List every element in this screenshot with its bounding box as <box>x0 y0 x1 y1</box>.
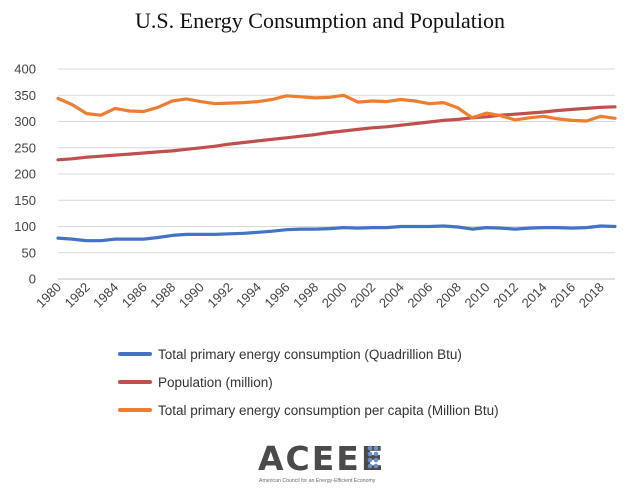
y-tick-label: 250 <box>14 140 36 155</box>
x-tick-label: 2006 <box>404 280 435 311</box>
y-tick-label: 350 <box>14 88 36 103</box>
line-chart: 0 50 100 150 200 250 300 350 400 1980198219841986… <box>14 62 617 311</box>
x-tick-label: 2012 <box>490 280 521 311</box>
series-line-3 <box>56 93 617 123</box>
legend-swatch <box>118 380 152 384</box>
y-tick-label: 300 <box>14 114 36 129</box>
logo-tagline: American Council for an Energy-Efficient… <box>259 478 376 484</box>
x-tick-label: 1992 <box>204 280 235 311</box>
x-tick-label: 2016 <box>547 280 578 311</box>
x-tick-label: 1980 <box>33 280 64 311</box>
series-line-1 <box>56 224 617 243</box>
x-tick-label: 2010 <box>462 280 493 311</box>
y-tick-label: 400 <box>14 62 36 77</box>
x-tick-label: 1988 <box>147 280 178 311</box>
x-tick-label: 1982 <box>62 280 93 311</box>
x-tick-label: 1986 <box>119 280 150 311</box>
series-line-2 <box>56 105 617 162</box>
x-tick-label: 2000 <box>319 280 350 311</box>
legend-swatch <box>118 352 152 356</box>
x-tick-label: 2002 <box>347 280 378 311</box>
logo-dots-icon <box>367 445 379 469</box>
x-tick-label: 2004 <box>376 280 407 311</box>
legend-item: Population (million) <box>118 368 499 396</box>
y-tick-label: 150 <box>14 193 36 208</box>
chart-legend: Total primary energy consumption (Quadri… <box>118 340 499 424</box>
y-tick-label: 100 <box>14 219 36 234</box>
y-tick-label: 0 <box>29 272 36 287</box>
legend-label: Total primary energy consumption (Quadri… <box>158 346 462 362</box>
aceee-logo: ACEEE American Council for an Energy-Eff… <box>258 440 384 484</box>
legend-item: Total primary energy consumption (Quadri… <box>118 340 499 368</box>
y-tick-label: 200 <box>14 167 36 182</box>
x-tick-label: 1998 <box>290 280 321 311</box>
x-tick-label: 2018 <box>576 280 607 311</box>
x-tick-label: 2008 <box>433 280 464 311</box>
logo-wordmark: ACEEE <box>258 440 384 478</box>
x-tick-label: 1984 <box>90 280 121 311</box>
x-tick-label: 1994 <box>233 280 264 311</box>
legend-label: Total primary energy consumption per cap… <box>158 402 499 418</box>
y-tick-label: 50 <box>22 245 36 260</box>
legend-item: Total primary energy consumption per cap… <box>118 396 499 424</box>
legend-label: Population (million) <box>158 374 273 390</box>
chart-title: U.S. Energy Consumption and Population <box>135 8 505 33</box>
x-tick-label: 1996 <box>262 280 293 311</box>
x-tick-label: 1990 <box>176 280 207 311</box>
legend-swatch <box>118 408 152 412</box>
x-tick-label: 2014 <box>519 280 550 311</box>
